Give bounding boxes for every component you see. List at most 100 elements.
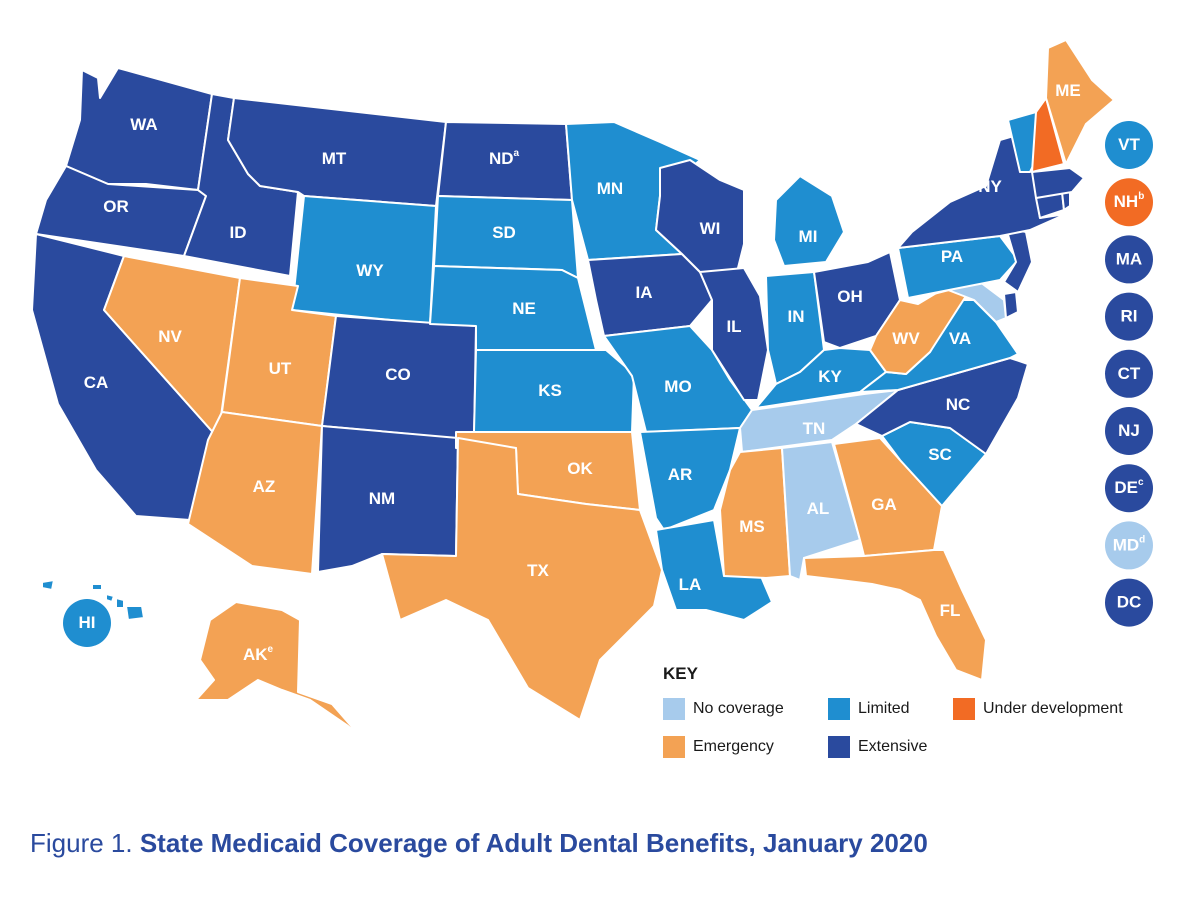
- state-label-footnote-ak: e: [268, 644, 274, 655]
- legend-swatch-emergency: [663, 736, 685, 758]
- legend-swatch-no-coverage: [663, 698, 685, 720]
- state-label-nc: NC: [946, 395, 971, 414]
- legend-item-limited: Limited: [828, 698, 910, 720]
- caption-title: State Medicaid Coverage of Adult Dental …: [139, 828, 928, 858]
- state-label-mn: MN: [597, 179, 623, 198]
- legend-label-emergency: Emergency: [693, 738, 774, 755]
- state-label-or: OR: [103, 197, 129, 216]
- circle-ct: CT: [1105, 349, 1153, 398]
- caption-prefix: Figure 1.: [30, 828, 133, 858]
- state-label-id: ID: [230, 223, 247, 242]
- state-label-va: VA: [949, 329, 971, 348]
- state-RI: [1061, 191, 1071, 211]
- state-WY: [291, 195, 437, 325]
- state-label-wi: WI: [700, 219, 721, 238]
- circle-label-nh: NHb: [1114, 191, 1145, 212]
- circle-label-footnote-md: d: [1139, 534, 1145, 545]
- legend-item-under-development: Under development: [953, 698, 1123, 720]
- state-label-sd: SD: [492, 223, 516, 242]
- legend-label-under-development: Under development: [983, 700, 1123, 717]
- state-label-tx: TX: [527, 561, 549, 580]
- state-DE: [1003, 291, 1019, 319]
- state-label-ak: AKe: [243, 644, 274, 665]
- state-NH: [1031, 97, 1065, 173]
- circle-label-nj: NJ: [1118, 421, 1140, 440]
- legend-label-no-coverage: No coverage: [693, 700, 784, 717]
- circle-nj: NJ: [1105, 407, 1153, 455]
- state-label-ca: CA: [84, 373, 109, 392]
- circle-marker-ct: [1105, 349, 1153, 398]
- state-label-co: CO: [385, 365, 411, 384]
- state-label-wa: WA: [130, 115, 157, 134]
- circle-hi: HI: [63, 599, 111, 647]
- state-label-ia: IA: [636, 283, 653, 302]
- circle-ri: RI: [1105, 292, 1153, 341]
- circle-nh: NHb: [1105, 178, 1153, 227]
- state-HI-islands: [41, 579, 145, 621]
- circle-label-ri: RI: [1121, 307, 1138, 326]
- circle-label-de: DEc: [1114, 477, 1144, 498]
- legend-item-no-coverage: No coverage: [663, 698, 784, 720]
- legend-item-extensive: Extensive: [828, 736, 927, 758]
- legend-label-limited: Limited: [858, 700, 910, 717]
- state-label-ny: NY: [978, 177, 1002, 196]
- state-label-ok: OK: [567, 459, 593, 478]
- circle-marker-ri: [1105, 292, 1153, 341]
- circle-label-md: MDd: [1113, 534, 1146, 555]
- legend-title: KEY: [663, 664, 698, 683]
- legend-item-emergency: Emergency: [663, 736, 774, 758]
- state-ME: [1045, 39, 1115, 165]
- state-label-wy: WY: [356, 261, 384, 280]
- circle-marker-nj: [1105, 407, 1153, 455]
- figure-caption: Figure 1. State Medicaid Coverage of Adu…: [30, 828, 928, 859]
- circle-md: MDd: [1105, 521, 1153, 570]
- state-label-ga: GA: [871, 495, 897, 514]
- state-TN: [739, 389, 899, 453]
- state-MA: [1031, 167, 1085, 199]
- state-KS: [473, 349, 635, 433]
- circle-dc: DC: [1105, 578, 1153, 627]
- legend-swatch-limited: [828, 698, 850, 720]
- state-label-nv: NV: [158, 327, 182, 346]
- state-label-az: AZ: [253, 477, 276, 496]
- state-LA: [655, 519, 773, 621]
- circle-ma: MA: [1105, 235, 1153, 284]
- state-NJ: [1003, 227, 1033, 293]
- state-label-footnote-nd: a: [514, 148, 520, 159]
- state-label-ar: AR: [668, 465, 693, 484]
- state-label-ne: NE: [512, 299, 536, 318]
- state-label-mt: MT: [322, 149, 347, 168]
- state-GA: [833, 437, 943, 557]
- circle-label-vt: VT: [1118, 135, 1140, 154]
- circle-marker-md: [1105, 521, 1153, 570]
- circle-de: DEc: [1105, 464, 1153, 513]
- state-label-fl: FL: [940, 601, 961, 620]
- circle-label-hi: HI: [79, 613, 96, 632]
- state-label-al: AL: [807, 499, 830, 518]
- legend-label-extensive: Extensive: [858, 738, 928, 755]
- state-MS: [719, 447, 791, 579]
- state-label-la: LA: [679, 575, 702, 594]
- state-label-nm: NM: [369, 489, 395, 508]
- circle-marker-dc: [1105, 578, 1153, 627]
- circle-marker-vt: [1105, 121, 1153, 169]
- circle-label-dc: DC: [1117, 593, 1142, 612]
- legend-swatch-extensive: [828, 736, 850, 758]
- state-TX: [381, 437, 663, 721]
- state-label-pa: PA: [941, 247, 963, 266]
- state-label-il: IL: [726, 317, 741, 336]
- circle-label-ma: MA: [1116, 250, 1142, 269]
- circle-marker-hi: [63, 599, 111, 647]
- state-WV: [869, 285, 967, 375]
- state-FL: [803, 549, 987, 681]
- state-label-wv: WV: [892, 329, 920, 348]
- state-label-mi: MI: [799, 227, 818, 246]
- circle-marker-de: [1105, 464, 1153, 513]
- legend-swatch-under-development: [953, 698, 975, 720]
- state-label-in: IN: [788, 307, 805, 326]
- circle-marker-ma: [1105, 235, 1153, 284]
- circle-label-footnote-nh: b: [1138, 191, 1144, 202]
- state-MD: [917, 281, 1007, 323]
- state-label-nd: NDa: [489, 148, 520, 169]
- state-MI: [773, 175, 845, 267]
